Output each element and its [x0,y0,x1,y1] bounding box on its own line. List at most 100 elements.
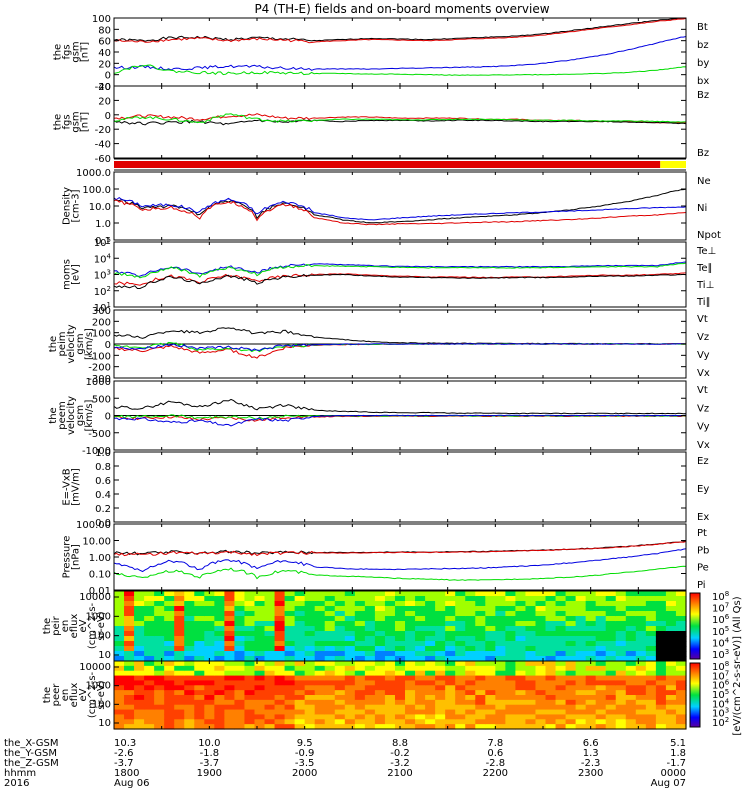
panel-peir_spec-cell [114,591,125,597]
panel-peir_spec-cell [134,591,145,597]
panel-peem_velocity-ylabel: [km/s] [84,399,95,431]
panel-peer_spec-cell [174,665,185,672]
panel-pressure-legend-0: Pt [697,528,707,539]
panel-peer_spec-cell [244,695,256,701]
panel-peir_spec-cell [415,626,426,632]
panel-peer_spec-cell [244,704,256,711]
panel-peer_spec-cell [455,704,466,711]
panel-peer_spec-cell [565,685,577,691]
panel-peir_spec-cell [435,626,446,632]
panel-peir_spec-cell [344,641,356,647]
panel-efield-ytick-label: 0.6 [95,476,111,487]
panel-peer_spec-ytick-label: 100 [92,699,111,710]
panel-peer_spec-cell [144,690,155,696]
panel-peer_spec-cell [505,709,517,716]
panel-peir_spec-cell [635,606,647,612]
panel-peir_spec-cell [465,636,476,642]
panel-peir_spec-cell [625,601,637,607]
panel-efield-ytick-label: 0.2 [95,504,111,515]
panel-peir_spec-cell [595,641,607,647]
panel-peir_spec-cell [114,636,125,642]
panel-peer_spec-cell [314,665,326,672]
panel-peir_spec-cell [485,611,496,617]
panel-peer_spec-cell [384,661,396,667]
xaxis-value: 2000 [292,768,317,779]
panel-peer_spec-cell [284,709,296,716]
panel-peer_spec-cell [455,724,466,730]
panel-peir_spec-cell [334,601,346,607]
panel-peer_spec-cell [264,675,276,682]
panel-peer_spec-cell [545,704,557,711]
panel-peir_spec-cell [615,611,627,617]
panel-peir_spec-cell [294,621,306,627]
panel-peer_spec-cell [505,699,517,706]
panel-peer_spec-cell [304,695,316,701]
panel-peer_spec-cell [234,680,246,686]
panel-peer_spec-cell [274,709,286,716]
panel-peir_spec-cell [675,636,687,642]
panel-peer_spec-cell [405,670,416,677]
panel-peir_spec-cell [405,616,416,622]
panel-peir_spec-cell [555,591,567,597]
panel-peer_spec-cell [164,709,175,716]
panel-peir_spec-cell [374,621,386,627]
panel-peir_spec-cell [384,651,396,657]
panel-peir_spec-cell [134,601,145,607]
panel-peir_spec-cell [425,616,436,622]
panel-peir_spec-cell [254,641,266,647]
panel-peer_spec-cell [585,704,597,711]
panel-peer_spec-cell [384,685,396,691]
xaxis-value: 0.6 [487,748,503,759]
panel-peir_spec-cell [475,601,486,607]
panel-peir_spec-cell [675,596,687,602]
panel-peer_spec-cell [435,724,446,730]
panel-pressure-ylabel: Pressure [62,536,73,579]
panel-peer_spec-cell [465,685,476,691]
panel-peir_spec-cell [364,651,376,657]
panel-peir_spec-cell [124,621,135,627]
panel-peer_spec-cell [405,680,416,686]
panel-peer_spec-cell [565,675,577,682]
panel-peir_spec-cell [635,591,647,597]
panel-peer_spec-cell [134,704,145,711]
panel-peer_spec-cell [374,695,386,701]
panel-peir_spec-cell [174,601,185,607]
panel-peir_spec-cell [174,596,185,602]
panel-peir_spec-cell [525,641,537,647]
xaxis-value: 5.1 [670,738,686,749]
panel-peer_spec-cell [124,704,135,711]
panel-peir_spec-cell [304,611,316,617]
panel-peer_spec-cell [304,709,316,716]
panel-peer_spec-cell [485,714,496,720]
panel-peir_spec-cell [435,591,446,597]
panel-peir_spec-cell [154,606,165,612]
panel-peir_spec-cell [495,636,506,642]
panel-peir_spec-cell [565,651,577,657]
panel-peir_spec-cell [535,611,547,617]
panel-peer_spec-cell [254,709,266,716]
panel-peer_spec-cell [425,670,436,677]
panel-peir_spec-cell [475,616,486,622]
panel-peir_spec-cell [354,631,366,637]
panel-peer_spec-cell [324,704,336,711]
panel-peir_spec-cell [435,656,446,662]
panel-peer_spec-cell [525,695,537,701]
panel-peer_spec-cell [144,661,155,667]
panel-peer_spec-cell [535,680,547,686]
panel-peir_spec-cell [144,601,155,607]
panel-peer_spec-cell [655,709,667,716]
panel-peer_spec-cell [264,714,276,720]
panel-peer_spec-cell [394,685,406,691]
panel-peir_spec-cell [485,616,496,622]
panel-peir_spec-cell [354,646,366,652]
panel-peer_spec-cell [485,695,496,701]
panel-peir_spec-cell [595,601,607,607]
panel-peer_spec-cell [435,661,446,667]
panel-peir_spec-cell [314,591,326,597]
panel-peer_spec-cell [264,690,276,696]
panel-peir_spec-cell [405,656,416,662]
panel-peer_spec-cell [334,675,346,682]
panel-peir_spec-cell [184,596,195,602]
panel-peir_spec-cell [615,651,627,657]
panel-peir_spec-cell [405,636,416,642]
